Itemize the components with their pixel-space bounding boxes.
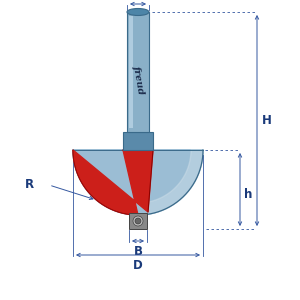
Polygon shape [73, 150, 153, 215]
Bar [129, 16, 133, 128]
Ellipse shape [127, 8, 149, 16]
Ellipse shape [133, 216, 143, 226]
Text: freud: freud [132, 64, 146, 95]
Text: h: h [244, 188, 252, 201]
Bar [129, 213, 147, 229]
Bar [127, 12, 149, 132]
Bar [123, 132, 153, 150]
Polygon shape [73, 150, 203, 215]
Text: R: R [25, 178, 34, 191]
Text: H: H [262, 114, 272, 127]
Text: D: D [133, 259, 143, 272]
Ellipse shape [135, 218, 141, 224]
Polygon shape [146, 150, 203, 214]
Text: B: B [134, 245, 142, 258]
